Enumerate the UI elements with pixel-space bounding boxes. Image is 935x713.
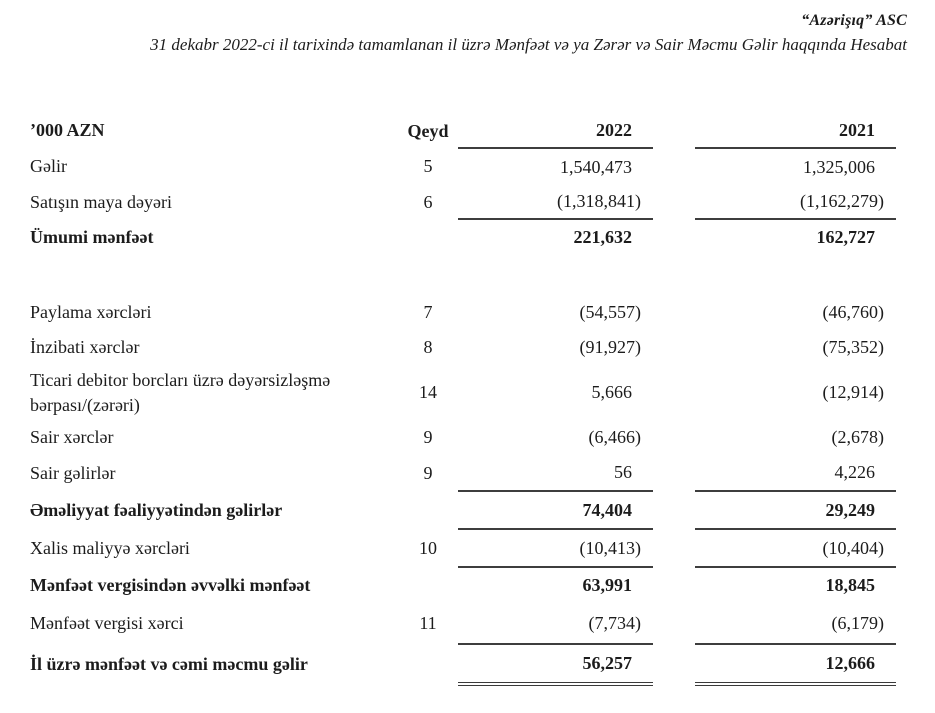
row-value-2022: 74,404 — [458, 491, 653, 530]
row-note: 9 — [423, 462, 433, 483]
row-value-2021: 29,249 — [695, 491, 896, 530]
statement-title: 31 dekabr 2022-ci il tarixində tamamlana… — [150, 35, 907, 54]
row-value-2021: (12,914) — [822, 382, 885, 402]
table-row-gelir: Gəlir 5 1,540,473 1,325,006 — [30, 148, 896, 185]
row-label: Paylama xərcləri — [30, 302, 152, 323]
row-value-2022: (7,734) — [458, 603, 653, 645]
row-value-2021: 1,325,006 — [803, 156, 875, 177]
row-label: Satışın maya dəyəri — [30, 191, 172, 212]
column-header-unit: ’000 AZN — [30, 119, 105, 140]
row-label: Xalis maliyyə xərcləri — [30, 537, 190, 558]
row-label: İnzibati xərclər — [30, 337, 140, 358]
row-value-2021: 162,727 — [816, 227, 876, 247]
row-value-2022: (6,466) — [588, 427, 642, 447]
row-label: İl üzrə mənfəət və cəmi məcmu gəlir — [30, 653, 308, 674]
row-value-2022: 56,257 — [458, 644, 653, 686]
row-note — [398, 567, 458, 603]
table-row-sair-xercler: Sair xərclər 9 (6,466) (2,678) — [30, 420, 896, 455]
row-note: 11 — [419, 613, 437, 633]
row-note — [398, 219, 458, 255]
row-value-2021: 4,226 — [695, 455, 896, 492]
table-row-menfeet-vergisi-xerci: Mənfəət vergisi xərci 11 (7,734) (6,179) — [30, 603, 896, 645]
row-label: Əməliyyat fəaliyyətindən gəlirlər — [30, 499, 283, 520]
table-row-paylama-xercleri: Paylama xərcləri 7 (54,557) (46,760) — [30, 295, 896, 330]
table-row-sair-gelirler: Sair gəlirlər 9 56 4,226 — [30, 455, 896, 492]
row-label: Mənfəət vergisindən əvvəlki mənfəət — [30, 574, 311, 595]
table-row-umumi-menfeet: Ümumi mənfəət 221,632 162,727 — [30, 219, 896, 255]
table-row-ticari-debitor: Ticari debitor borcları üzrə dəyərsizləş… — [30, 365, 896, 420]
row-note: 14 — [419, 382, 437, 402]
row-value-2022: 56 — [458, 455, 653, 492]
row-note: 7 — [423, 302, 433, 322]
row-value-2022: 63,991 — [582, 575, 633, 595]
column-header-2021: 2021 — [695, 110, 896, 149]
table-row-inzibati-xercler: İnzibati xərclər 8 (91,927) (75,352) — [30, 330, 896, 365]
table-row-emeliyyat-gelirler: Əməliyyat fəaliyyətindən gəlirlər 74,404… — [30, 491, 896, 530]
company-name: “Azərişıq” ASC — [801, 12, 907, 29]
row-note: 6 — [423, 191, 433, 212]
row-value-2021: (46,760) — [822, 302, 885, 322]
column-gap — [653, 110, 695, 148]
row-value-2022: 1,540,473 — [560, 156, 632, 177]
row-note: 5 — [423, 156, 433, 176]
row-value-2022: (1,318,841) — [458, 185, 653, 220]
row-value-2021: (1,162,279) — [695, 185, 896, 220]
row-value-2021: (2,678) — [831, 427, 885, 447]
row-label: Mənfəət vergisi xərci — [30, 613, 184, 634]
column-header-2022: 2022 — [458, 110, 653, 149]
table-row-satisin-maya-deyeri: Satışın maya dəyəri 6 (1,318,841) (1,162… — [30, 185, 896, 220]
row-value-2021: (6,179) — [695, 603, 896, 645]
table-header-row: ’000 AZN Qeyd 2022 2021 — [30, 110, 896, 149]
row-label: Ümumi mənfəət — [30, 226, 154, 247]
row-value-2022: 221,632 — [573, 227, 633, 247]
row-value-2021: 12,666 — [695, 644, 896, 686]
doc-header: “Azərişıq” ASC 31 dekabr 2022-ci il tari… — [150, 12, 907, 55]
row-value-2021: 18,845 — [825, 575, 876, 595]
row-note: 10 — [419, 537, 437, 558]
row-value-2021: (75,352) — [822, 337, 885, 357]
row-label: Sair xərclər — [30, 427, 114, 448]
row-value-2021: (10,404) — [695, 529, 896, 568]
row-note: 8 — [423, 337, 433, 357]
row-label: Ticari debitor borcları üzrə dəyərsizləş… — [30, 370, 331, 415]
column-header-note: Qeyd — [407, 121, 449, 141]
table-row-il-uzre-menfeet: İl üzrə mənfəət və cəmi məcmu gəlir 56,2… — [30, 644, 896, 686]
row-note — [398, 644, 458, 684]
spacer-row — [30, 255, 896, 295]
row-label: Gəlir — [30, 156, 67, 177]
row-label: Sair gəlirlər — [30, 462, 116, 483]
table-row-xalis-maliyye: Xalis maliyyə xərcləri 10 (10,413) (10,4… — [30, 529, 896, 568]
row-note — [398, 491, 458, 529]
income-statement-table: ’000 AZN Qeyd 2022 2021 Gəlir 5 1,540,47… — [30, 110, 896, 686]
row-note: 9 — [423, 427, 433, 447]
row-value-2022: (10,413) — [458, 529, 653, 568]
row-value-2022: (91,927) — [579, 337, 642, 357]
table-row-vergiden-evvelki-menfeet: Mənfəət vergisindən əvvəlki mənfəət 63,9… — [30, 567, 896, 603]
row-value-2022: 5,666 — [591, 382, 633, 402]
row-value-2022: (54,557) — [579, 302, 642, 322]
